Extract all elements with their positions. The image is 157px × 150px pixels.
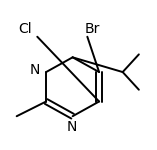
- Text: Br: Br: [85, 22, 100, 36]
- Text: N: N: [29, 63, 40, 77]
- Text: N: N: [67, 120, 77, 134]
- Text: Cl: Cl: [19, 22, 32, 36]
